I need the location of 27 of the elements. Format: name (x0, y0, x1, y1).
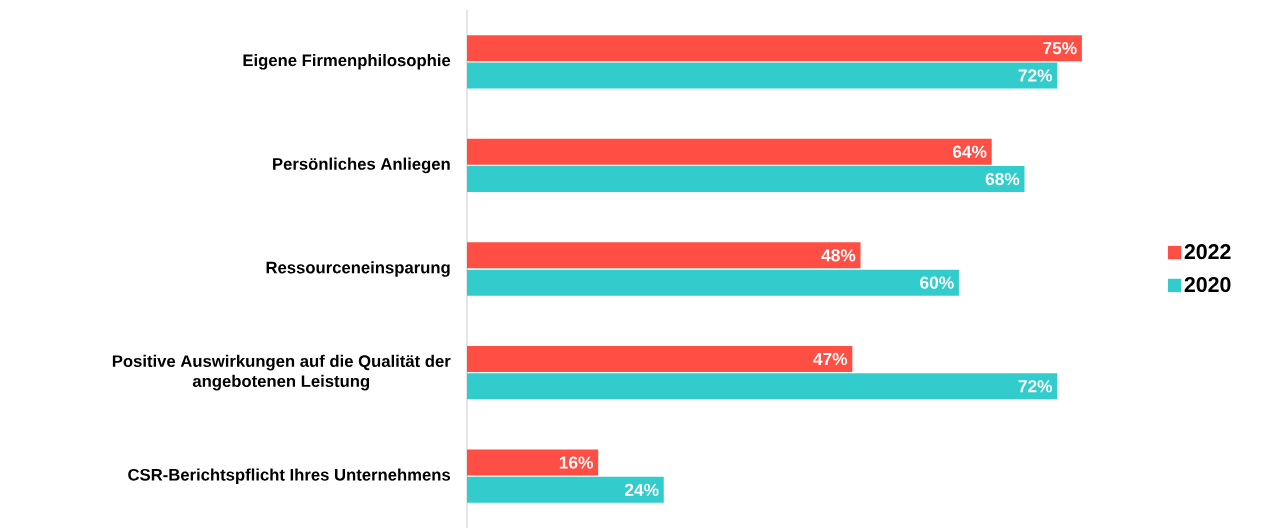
bar (467, 269, 959, 296)
data-label: 16% (559, 456, 593, 469)
legend-label: 2022 (1184, 244, 1231, 260)
data-label: 68% (985, 173, 1020, 186)
bar (467, 242, 861, 269)
data-label: 72% (1018, 380, 1053, 393)
bar (467, 373, 1058, 400)
data-label: 75% (1043, 42, 1077, 55)
data-label: 24% (624, 483, 659, 497)
bar (467, 477, 664, 504)
y-tick-label: CSR-Berichtspflicht Ihres Unternehmens (128, 468, 451, 485)
bar (467, 62, 1058, 89)
y-tick-label: Eigene Firmenphilosophie (243, 54, 451, 70)
data-label: 60% (920, 276, 954, 289)
data-label: 47% (813, 353, 848, 366)
legend-label: 2020 (1184, 277, 1231, 293)
data-label: 64% (952, 145, 987, 159)
bar (467, 449, 599, 476)
bar (467, 138, 992, 165)
y-tick-label: Positive Auswirkungen auf die Qualität der angebotenen Leistung (112, 354, 451, 391)
bar (467, 35, 1082, 62)
bar (467, 346, 853, 373)
data-label: 72% (1018, 69, 1053, 82)
bar (467, 166, 1025, 193)
y-tick-label: Ressourceneinsparung (266, 261, 450, 277)
data-label: 48% (821, 249, 856, 262)
y-tick-label: Persönliches Anliegen (273, 157, 450, 174)
